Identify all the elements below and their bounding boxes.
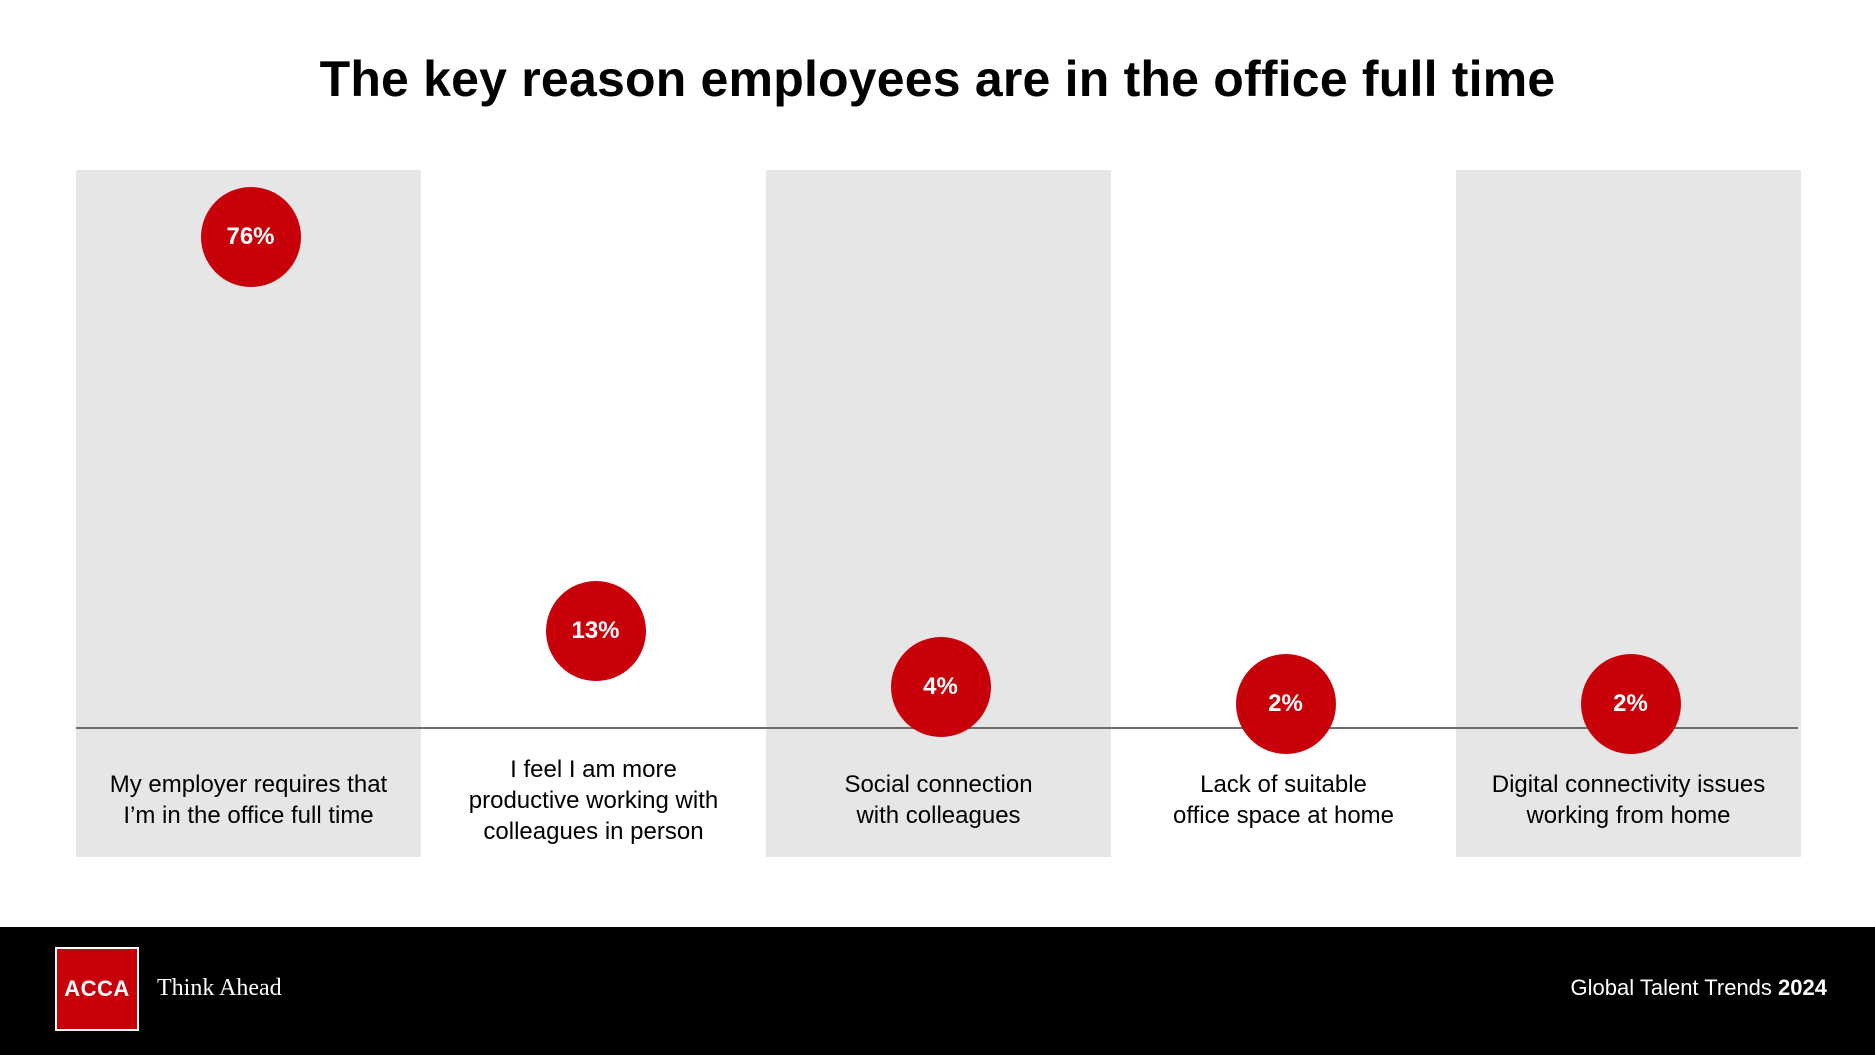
category-label-text: Lack of suitable office space at home xyxy=(1172,771,1395,829)
data-label: 13% xyxy=(571,616,620,644)
report-title: Global Talent Trends 2024 xyxy=(1571,975,1827,1001)
value-bubble: 2% xyxy=(1235,653,1336,754)
category-label-text: Digital connectivity issues working from … xyxy=(1491,771,1766,829)
category-label-text: My employer requires that I’m in the offi… xyxy=(109,771,388,829)
category-label: Social connection with colleagues xyxy=(766,750,1111,850)
footer-bar: ACCA Think Ahead Global Talent Trends 20… xyxy=(0,927,1875,1055)
report-name: Global Talent Trends xyxy=(1570,975,1772,1000)
category-label: I feel I am more productive working with c… xyxy=(421,750,766,850)
report-year: 2024 xyxy=(1778,975,1827,1000)
value-bubble: 13% xyxy=(545,580,646,681)
category-label: My employer requires that I’m in the offi… xyxy=(76,750,421,850)
data-label: 2% xyxy=(1613,689,1648,717)
value-bubble: 2% xyxy=(1580,653,1681,754)
data-label: 76% xyxy=(226,223,275,250)
column-band xyxy=(766,170,1111,857)
data-label: 4% xyxy=(923,673,958,700)
category-label-text: Social connection with colleagues xyxy=(844,771,1033,829)
data-label: 2% xyxy=(1268,689,1303,717)
category-label-text: I feel I am more productive working with c… xyxy=(468,755,719,845)
chart-title: The key reason employees are in the offi… xyxy=(319,51,1556,107)
chart-area: 76% My employer requires that I’m in the o… xyxy=(76,170,1801,857)
category-label: Lack of suitable office space at home xyxy=(1111,750,1456,850)
tagline: Think Ahead xyxy=(157,975,282,1001)
acca-logo: ACCA xyxy=(55,947,139,1031)
value-bubble: 76% xyxy=(200,187,301,287)
category-label: Digital connectivity issues working from … xyxy=(1456,750,1801,850)
value-bubble: 4% xyxy=(890,637,991,737)
